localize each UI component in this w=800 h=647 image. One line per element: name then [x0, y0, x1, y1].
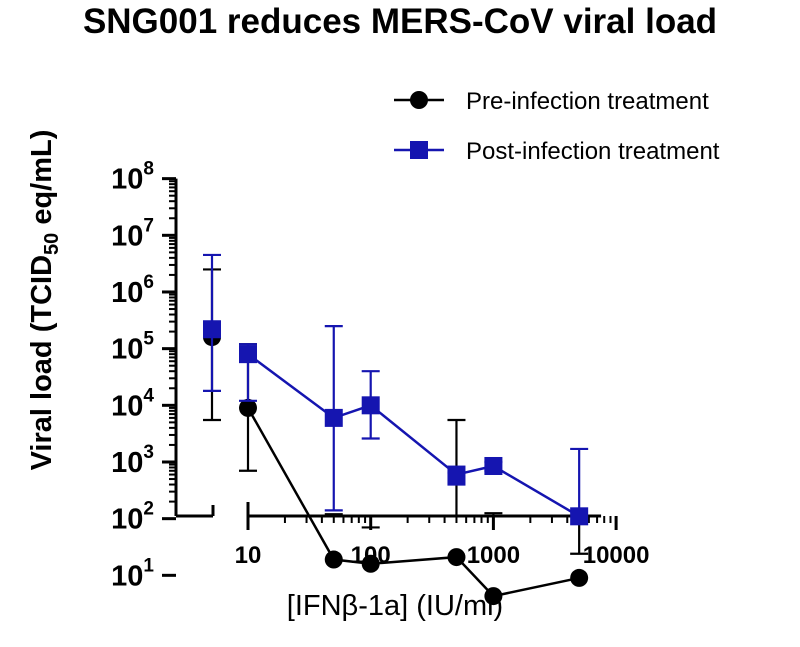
data-point — [447, 465, 466, 484]
series-line — [247, 353, 580, 518]
legend-label: Post-infection treatment — [466, 138, 720, 165]
y-tick-label: 107 — [111, 215, 154, 252]
data-point — [484, 587, 503, 606]
data-point — [484, 456, 503, 475]
data-point — [361, 396, 380, 415]
data-point — [239, 398, 257, 417]
legend-label: Pre-infection treatment — [466, 88, 709, 115]
legend-marker — [410, 91, 428, 109]
y-tick-label: 102 — [111, 499, 154, 536]
data-point — [570, 568, 589, 587]
legend-marker — [410, 141, 428, 159]
data-point — [324, 408, 343, 427]
x-tick-label: 1000 — [467, 542, 520, 569]
legend: Pre-infection treatment Post-infection tr… — [394, 88, 720, 165]
chart-title: SNG001 reduces MERS-CoV viral load — [82, 2, 718, 41]
data-point — [447, 548, 466, 567]
series-layer — [203, 253, 589, 606]
x-axis-label: [IFNβ-1a] (IU/ml) — [286, 590, 504, 622]
data-point — [203, 320, 221, 339]
data-point — [239, 345, 257, 364]
axes: 10110210310410510610710810100100010000 — [111, 159, 649, 593]
data-point — [324, 550, 343, 569]
series-1 — [203, 268, 589, 606]
data-point — [361, 554, 380, 573]
y-tick-label: 106 — [111, 272, 154, 309]
y-tick-label: 103 — [111, 442, 154, 479]
x-tick-label: 10000 — [583, 542, 650, 569]
x-tick-label: 10 — [235, 542, 262, 569]
y-tick-label: 105 — [111, 329, 154, 366]
y-tick-label: 108 — [111, 159, 154, 196]
series-2 — [203, 253, 589, 526]
data-point — [570, 507, 589, 526]
series-line — [246, 407, 580, 598]
y-tick-label: 101 — [111, 555, 154, 592]
y-tick-label: 104 — [111, 385, 154, 422]
